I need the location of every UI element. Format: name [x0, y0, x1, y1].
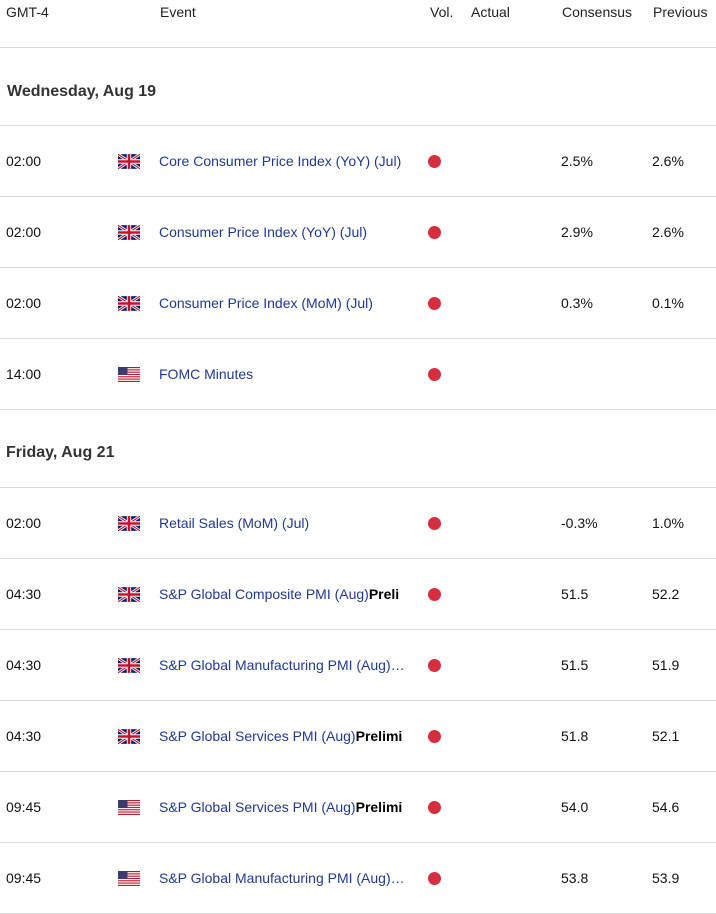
event-time: 02:00	[6, 515, 42, 531]
volatility-high-icon	[428, 517, 441, 530]
event-name-link[interactable]: Core Consumer Price Index (YoY) (Jul)	[159, 153, 427, 169]
timezone-label[interactable]: GMT-4	[6, 4, 49, 20]
consensus-value: -0.3%	[561, 515, 598, 531]
consensus-value: 54.0	[561, 799, 589, 815]
previous-value: 54.6	[652, 799, 680, 815]
volatility-high-icon	[428, 155, 441, 168]
event-time: 02:00	[6, 153, 42, 169]
consensus-value: 2.9%	[561, 224, 593, 240]
uk-flag-icon	[118, 296, 140, 311]
previous-value: 53.9	[652, 870, 680, 886]
consensus-value: 2.5%	[561, 153, 593, 169]
us-flag-icon	[118, 800, 140, 815]
event-name-link[interactable]: S&P Global Services PMI (Aug)Prelimi	[159, 728, 427, 744]
event-name-link[interactable]: Consumer Price Index (MoM) (Jul)	[159, 295, 427, 311]
volatility-high-icon	[428, 226, 441, 239]
event-name: Retail Sales (MoM) (Jul)	[159, 515, 310, 531]
event-name-suffix: Prelimi	[355, 728, 403, 744]
previous-value: 2.6%	[652, 153, 684, 169]
previous-value: 1.0%	[652, 515, 684, 531]
consensus-value: 53.8	[561, 870, 589, 886]
event-row[interactable]: 02:00 Consumer Price Index (MoM) (Jul) 0.…	[0, 268, 716, 339]
event-name: S&P Global Composite PMI (Aug)	[159, 586, 369, 602]
volatility-high-icon	[428, 872, 441, 885]
event-time: 09:45	[6, 799, 42, 815]
event-name-link[interactable]: S&P Global Services PMI (Aug)Prelimi	[159, 799, 427, 815]
event-name-link[interactable]: S&P Global Manufacturing PMI (Aug)…	[159, 657, 427, 673]
uk-flag-icon	[118, 729, 140, 744]
uk-flag-icon	[118, 225, 140, 240]
volatility-high-icon	[428, 659, 441, 672]
day-group-header: Friday, Aug 21	[0, 410, 716, 488]
uk-flag-icon	[118, 154, 140, 169]
consensus-value: 51.8	[561, 728, 589, 744]
event-row[interactable]: 04:30 S&P Global Manufacturing PMI (Aug)…	[0, 630, 716, 701]
event-name: S&P Global Manufacturing PMI (Aug)…	[159, 870, 405, 886]
event-name: S&P Global Services PMI (Aug)	[159, 799, 356, 815]
consensus-value: 51.5	[561, 657, 589, 673]
event-name: Consumer Price Index (YoY) (Jul)	[159, 224, 368, 240]
event-name-suffix: Prelimi	[355, 799, 403, 815]
event-time: 04:30	[6, 728, 42, 744]
uk-flag-icon	[118, 587, 140, 602]
volatility-high-icon	[428, 588, 441, 601]
event-time: 09:45	[6, 870, 42, 886]
us-flag-icon	[118, 871, 140, 886]
event-name: Core Consumer Price Index (YoY) (Jul)	[159, 153, 402, 169]
event-time: 14:00	[6, 366, 42, 382]
actual-column-header: Actual	[471, 4, 510, 20]
event-name-link[interactable]: S&P Global Composite PMI (Aug)Preli	[159, 586, 427, 602]
day-label: Friday, Aug 21	[6, 444, 115, 461]
event-time: 04:30	[6, 657, 42, 673]
previous-value: 52.1	[652, 728, 680, 744]
previous-value: 2.6%	[652, 224, 684, 240]
volatility-high-icon	[428, 368, 441, 381]
event-row[interactable]: 02:00 Retail Sales (MoM) (Jul) -0.3% 1.0%	[0, 488, 716, 559]
event-row[interactable]: 09:45 S&P Global Services PMI (Aug)Preli…	[0, 772, 716, 843]
event-row[interactable]: 02:00 Consumer Price Index (YoY) (Jul) 2.…	[0, 197, 716, 268]
event-column-header: Event	[160, 4, 196, 20]
event-time: 02:00	[6, 224, 42, 240]
volatility-column-header: Vol.	[430, 4, 454, 20]
day-group-header: Wednesday, Aug 19	[0, 48, 716, 126]
event-name-link[interactable]: S&P Global Manufacturing PMI (Aug)…	[159, 870, 427, 886]
calendar-body: Wednesday, Aug 19 02:00 Core Consumer Pri…	[0, 48, 716, 914]
previous-column-header: Previous	[653, 4, 708, 20]
consensus-column-header: Consensus	[562, 4, 633, 20]
event-name: FOMC Minutes	[159, 366, 254, 382]
volatility-high-icon	[428, 297, 441, 310]
event-time: 02:00	[6, 295, 42, 311]
volatility-high-icon	[428, 801, 441, 814]
event-row[interactable]: 14:00 FOMC Minutes	[0, 339, 716, 410]
calendar-header: GMT-4 Event Vol. Actual Consensus Previo…	[0, 0, 716, 48]
previous-value: 0.1%	[652, 295, 684, 311]
event-row[interactable]: 02:00 Core Consumer Price Index (YoY) (J…	[0, 126, 716, 197]
event-time: 04:30	[6, 586, 42, 602]
event-name-suffix: Preli	[368, 586, 400, 602]
event-name: S&P Global Manufacturing PMI (Aug)…	[159, 657, 405, 673]
consensus-value: 51.5	[561, 586, 589, 602]
us-flag-icon	[118, 367, 140, 382]
event-row[interactable]: 04:30 S&P Global Services PMI (Aug)Preli…	[0, 701, 716, 772]
event-name: Consumer Price Index (MoM) (Jul)	[159, 295, 373, 311]
day-label: Wednesday, Aug 19	[7, 83, 157, 100]
event-name-link[interactable]: Retail Sales (MoM) (Jul)	[159, 515, 427, 531]
event-row[interactable]: 09:45 S&P Global Manufacturing PMI (Aug)…	[0, 843, 716, 914]
event-name: S&P Global Services PMI (Aug)	[159, 728, 356, 744]
event-row[interactable]: 04:30 S&P Global Composite PMI (Aug)Prel…	[0, 559, 716, 630]
event-name-link[interactable]: FOMC Minutes	[159, 366, 427, 382]
event-name-link[interactable]: Consumer Price Index (YoY) (Jul)	[159, 224, 427, 240]
previous-value: 51.9	[652, 657, 680, 673]
previous-value: 52.2	[652, 586, 680, 602]
consensus-value: 0.3%	[561, 295, 593, 311]
uk-flag-icon	[118, 516, 140, 531]
volatility-high-icon	[428, 730, 441, 743]
uk-flag-icon	[118, 658, 140, 673]
